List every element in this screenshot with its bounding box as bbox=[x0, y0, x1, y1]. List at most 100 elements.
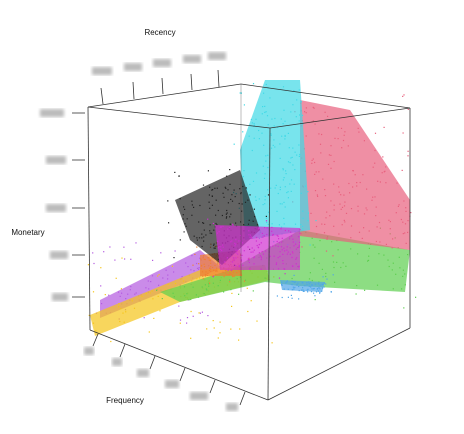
cluster-point bbox=[278, 242, 280, 244]
cluster-point bbox=[315, 291, 318, 293]
cluster-point bbox=[269, 97, 271, 99]
cluster-point bbox=[298, 285, 300, 288]
cluster-point bbox=[205, 271, 207, 273]
cluster-point bbox=[350, 225, 353, 227]
cluster-point bbox=[312, 288, 315, 290]
cluster-point bbox=[200, 258, 202, 260]
cluster-point bbox=[265, 160, 267, 162]
cluster-point bbox=[269, 248, 271, 250]
cluster-point bbox=[244, 201, 247, 203]
cluster-point bbox=[330, 291, 332, 293]
cluster-point bbox=[261, 113, 263, 115]
cluster-point bbox=[379, 241, 381, 243]
cluster-point bbox=[314, 295, 316, 297]
cluster-point bbox=[212, 222, 214, 225]
cluster-point bbox=[239, 274, 241, 276]
cluster-point bbox=[224, 186, 226, 188]
cluster-point bbox=[212, 266, 214, 269]
cluster-point bbox=[314, 190, 317, 192]
cluster-point bbox=[226, 274, 228, 276]
clusters bbox=[87, 80, 417, 344]
cluster-point bbox=[392, 288, 394, 290]
cluster-point bbox=[276, 234, 278, 236]
cluster-point bbox=[207, 272, 209, 274]
cluster-point bbox=[197, 296, 200, 298]
cluster-point bbox=[292, 286, 294, 288]
cluster-point bbox=[277, 235, 279, 237]
cluster-point bbox=[195, 294, 197, 296]
cluster-point bbox=[358, 231, 361, 233]
cluster-point bbox=[141, 295, 143, 297]
blurred-label bbox=[52, 293, 68, 301]
cluster-point bbox=[218, 247, 220, 249]
cluster-point bbox=[251, 122, 253, 124]
cluster-point bbox=[178, 175, 180, 177]
cluster-point bbox=[215, 199, 217, 201]
cluster-point bbox=[352, 170, 354, 172]
tick bbox=[239, 391, 246, 406]
cluster-point bbox=[254, 216, 256, 218]
cluster-point bbox=[210, 270, 212, 272]
cluster-point bbox=[217, 240, 219, 242]
cluster-point bbox=[207, 170, 209, 172]
cluster-point bbox=[291, 297, 293, 299]
cluster-point bbox=[207, 218, 209, 220]
cluster-point bbox=[210, 266, 212, 268]
cluster-point bbox=[284, 138, 286, 140]
cluster-point bbox=[145, 287, 147, 289]
cluster-point bbox=[258, 252, 260, 254]
cluster-point bbox=[401, 288, 403, 290]
cluster-point bbox=[289, 162, 291, 164]
cluster-point bbox=[216, 270, 218, 272]
box bbox=[87, 83, 411, 401]
cluster-point bbox=[151, 275, 154, 277]
cluster-point bbox=[366, 188, 368, 190]
cluster-point bbox=[238, 240, 240, 242]
box-edge bbox=[89, 329, 269, 401]
cluster-point bbox=[253, 137, 255, 139]
cluster-point bbox=[275, 184, 277, 186]
cluster-point bbox=[301, 114, 304, 116]
cluster-point bbox=[194, 253, 196, 255]
cluster-point bbox=[203, 240, 205, 242]
cluster-point bbox=[266, 233, 268, 236]
cluster-point bbox=[391, 269, 393, 271]
cluster-point bbox=[92, 252, 94, 254]
cluster-point bbox=[161, 298, 163, 300]
cluster-point bbox=[262, 253, 264, 255]
cluster-point bbox=[208, 201, 210, 203]
cluster-point bbox=[281, 237, 283, 239]
cluster-point bbox=[262, 165, 264, 167]
cluster-point bbox=[314, 161, 316, 164]
cluster-point bbox=[209, 267, 211, 269]
cluster-point bbox=[332, 274, 334, 276]
cluster-point bbox=[229, 223, 231, 225]
cluster-point bbox=[258, 138, 260, 140]
cluster-point bbox=[217, 263, 219, 265]
cluster-point bbox=[204, 274, 207, 276]
cluster-point bbox=[300, 192, 302, 194]
cluster-point bbox=[240, 221, 242, 223]
cluster-point bbox=[324, 189, 326, 191]
cluster-point bbox=[282, 253, 284, 255]
cluster-point bbox=[333, 266, 335, 269]
cluster-point bbox=[248, 234, 250, 236]
cluster-point bbox=[253, 122, 255, 125]
cluster-point bbox=[286, 249, 288, 251]
cluster-point bbox=[318, 133, 320, 135]
cluster-point bbox=[190, 298, 192, 301]
cluster-point bbox=[294, 281, 296, 283]
cluster-point bbox=[240, 245, 242, 247]
box-edge bbox=[87, 106, 271, 129]
cluster-point bbox=[187, 266, 189, 268]
cluster-point bbox=[371, 199, 373, 201]
cluster-point bbox=[315, 220, 317, 222]
cluster-point bbox=[149, 292, 151, 294]
cluster-point bbox=[407, 231, 409, 233]
cluster-point bbox=[282, 123, 284, 125]
cluster-point bbox=[231, 240, 233, 242]
cluster-point bbox=[123, 246, 125, 248]
cluster-point bbox=[260, 256, 262, 258]
cluster-point bbox=[145, 293, 147, 295]
